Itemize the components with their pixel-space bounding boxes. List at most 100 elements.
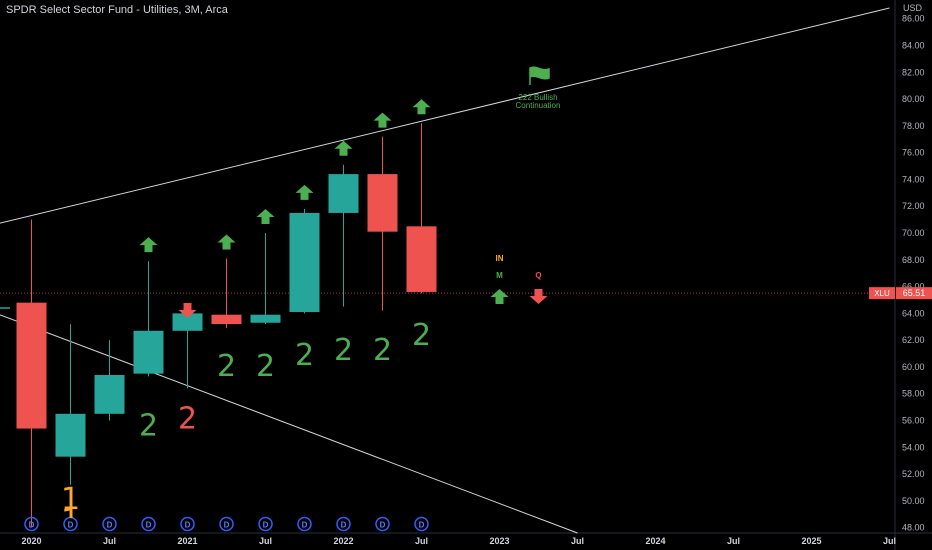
x-tick-label: 2024 <box>645 536 665 546</box>
dividend-label: D <box>263 521 269 530</box>
count-label: 2 <box>217 349 236 384</box>
candle-body <box>328 174 359 213</box>
arrow-up-icon <box>139 237 158 253</box>
y-tick-label: 54.00 <box>902 442 925 452</box>
arrow-up-icon <box>295 184 314 200</box>
x-tick-label: Jul <box>259 536 272 546</box>
price-tag <box>896 287 932 300</box>
arrow-up-icon <box>334 140 353 156</box>
arrow-up-icon <box>490 289 509 304</box>
dividend-label: D <box>419 521 425 530</box>
candle-body <box>367 174 398 232</box>
dividend-marker <box>63 516 78 532</box>
dividend-marker <box>414 516 429 532</box>
candle-body <box>211 314 242 325</box>
candle-body <box>172 313 203 331</box>
x-tick-label: 2020 <box>21 536 41 546</box>
y-tick-label: 76.00 <box>902 148 925 158</box>
flag-icon <box>529 66 550 85</box>
y-tick-label: 86.00 <box>902 14 925 24</box>
y-tick-label: 50.00 <box>902 496 925 506</box>
y-tick-label: 48.00 <box>902 523 925 533</box>
y-tick-label: 84.00 <box>902 41 925 51</box>
y-tick-label: 74.00 <box>902 174 925 184</box>
arrow-down-icon <box>178 303 197 319</box>
candle-body <box>94 374 125 414</box>
count-label: 2 <box>412 318 431 353</box>
price-label: XLU 65.51 <box>869 287 932 300</box>
price-value: 65.51 <box>903 288 926 298</box>
count-label: 2 <box>178 401 197 436</box>
m-label: M <box>496 271 503 280</box>
x-tick-label: 2025 <box>801 536 821 546</box>
y-tick-label: 66.00 <box>902 282 925 292</box>
y-tick-label: 72.00 <box>902 201 925 211</box>
trendline <box>0 7 890 224</box>
dividend-marker <box>297 516 312 532</box>
dividend-label: D <box>29 521 35 530</box>
dividend-marker <box>375 516 390 532</box>
dividend-label: D <box>68 521 74 530</box>
dividend-label: D <box>380 521 386 530</box>
arrow-up-icon <box>217 234 236 250</box>
dividend-label: D <box>146 521 152 530</box>
count-label: 2 <box>139 408 158 443</box>
y-tick-label: 56.00 <box>902 416 925 426</box>
y-tick-label: 58.00 <box>902 389 925 399</box>
dividend-marker <box>24 516 39 532</box>
x-tick-label: Jul <box>883 536 896 546</box>
y-tick-label: 78.00 <box>902 121 925 131</box>
x-tick-label: 2022 <box>333 536 353 546</box>
y-tick-label: 70.00 <box>902 228 925 238</box>
count-label-partial: 1 <box>61 503 80 538</box>
dividend-marker <box>219 516 234 532</box>
candle-body <box>250 314 281 323</box>
count-label: 2 <box>295 338 314 373</box>
y-tick-label: 52.00 <box>902 469 925 479</box>
count-label: 2 <box>256 349 275 384</box>
x-tick-label: Jul <box>727 536 740 546</box>
dividend-label: D <box>107 521 113 530</box>
dividend-label: D <box>185 521 191 530</box>
dividend-label: D <box>224 521 230 530</box>
dividend-marker <box>102 516 117 532</box>
y-tick-label: 64.00 <box>902 308 925 318</box>
count-label: 1 <box>61 482 80 517</box>
x-tick-label: Jul <box>415 536 428 546</box>
y-tick-label: 80.00 <box>902 94 925 104</box>
arrow-up-icon <box>373 112 392 128</box>
dividend-label: D <box>302 521 308 530</box>
dividend-marker <box>258 516 273 532</box>
symbol-label: XLU <box>874 289 890 298</box>
arrow-up-icon <box>256 209 275 225</box>
flag-label: 222 Bullish <box>518 93 557 102</box>
chart-title: SPDR Select Sector Fund - Utilities, 3M,… <box>6 4 228 16</box>
arrow-down-icon <box>529 289 548 304</box>
dividend-marker <box>336 516 351 532</box>
trendline <box>0 314 578 534</box>
x-tick-label: Jul <box>571 536 584 546</box>
dividend-marker <box>141 516 156 532</box>
count-label: 2 <box>373 333 392 368</box>
trendlines <box>0 7 895 534</box>
x-tick-label: 2023 <box>489 536 509 546</box>
y-tick-label: 62.00 <box>902 335 925 345</box>
candle-body <box>16 302 47 429</box>
symbol-tag <box>869 287 895 300</box>
q-label: Q <box>535 271 541 280</box>
in-label: IN <box>496 254 504 263</box>
candle-body <box>133 330 164 374</box>
count-label: 2 <box>334 333 353 368</box>
y-axis-currency: USD <box>903 3 923 13</box>
y-tick-label: 68.00 <box>902 255 925 265</box>
y-tick-label: 82.00 <box>902 67 925 77</box>
x-tick-label: Jul <box>103 536 116 546</box>
candle-body <box>55 413 86 457</box>
dividend-label: D <box>341 521 347 530</box>
x-axis: 2020 Jul 2021 Jul 2022 Jul 2023 Jul 2024 Jul 2025 J… <box>0 532 932 546</box>
dividend-marker <box>180 516 195 532</box>
candle-body <box>406 226 437 292</box>
